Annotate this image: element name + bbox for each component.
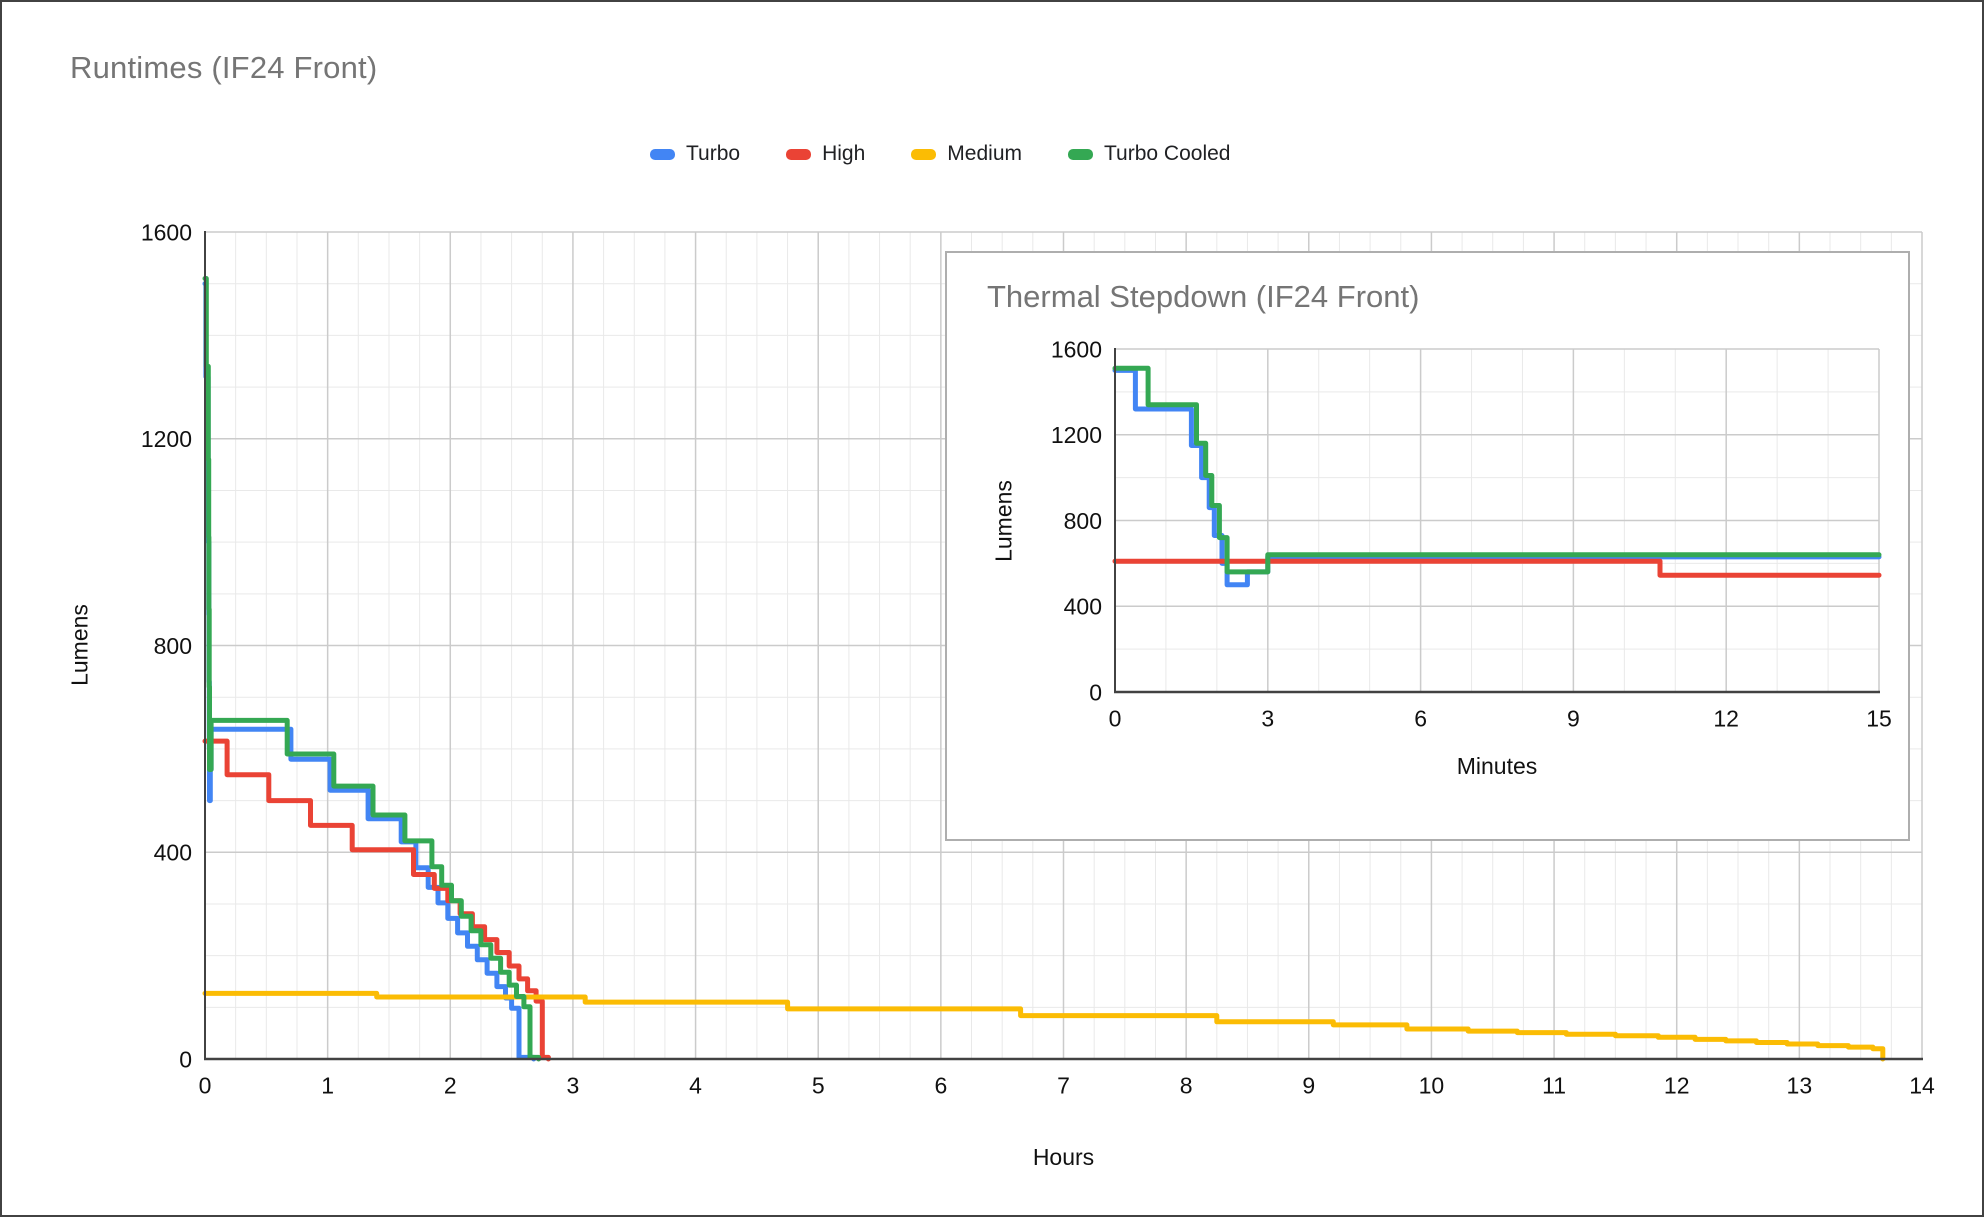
main-y-axis-title: Lumens — [66, 604, 93, 686]
legend: Turbo High Medium Turbo Cooled — [650, 142, 1230, 166]
y-tick-label: 0 — [179, 1046, 192, 1072]
x-tick-label: 12 — [1713, 706, 1739, 732]
x-tick-label: 4 — [689, 1073, 702, 1099]
legend-label-turbo-cooled: Turbo Cooled — [1104, 142, 1231, 165]
tick-labels: 0 3 6 9 12 15 0 400 800 1200 1600 — [1051, 336, 1892, 731]
x-tick-label: 9 — [1302, 1073, 1315, 1099]
x-tick-label: 9 — [1567, 706, 1580, 732]
series-line-high — [202, 738, 551, 1062]
x-tick-label: 3 — [567, 1073, 580, 1099]
x-tick-label: 15 — [1866, 706, 1892, 732]
legend-label-turbo: Turbo — [686, 142, 741, 165]
x-tick-label: 13 — [1787, 1073, 1813, 1099]
series-line-turbo-cooled — [202, 276, 542, 1062]
axes — [1114, 348, 1880, 694]
x-tick-label: 12 — [1664, 1073, 1690, 1099]
y-tick-label: 1200 — [141, 426, 192, 452]
legend-item-medium: Medium — [911, 142, 1022, 166]
y-tick-label: 1200 — [1051, 422, 1102, 448]
series-lines — [202, 276, 1886, 1062]
inset-y-axis-title: Lumens — [990, 480, 1017, 562]
x-tick-label: 6 — [934, 1073, 947, 1099]
y-tick-label: 1600 — [141, 219, 192, 245]
legend-marker-turbo — [650, 148, 675, 160]
y-tick-label: 400 — [154, 840, 192, 866]
x-tick-label: 5 — [812, 1073, 825, 1099]
x-tick-label: 7 — [1057, 1073, 1070, 1099]
legend-label-high: High — [822, 142, 866, 165]
legend-marker-turbo-cooled — [1068, 148, 1093, 160]
x-tick-label: 1 — [321, 1073, 334, 1099]
legend-label-medium: Medium — [947, 142, 1022, 165]
y-tick-label: 400 — [1064, 594, 1102, 620]
y-tick-label: 800 — [154, 633, 192, 659]
y-tick-label: 800 — [1064, 508, 1102, 534]
inset-panel: Thermal Stepdown (IF24 Front) 0 3 6 9 12 15 0 4… — [945, 251, 1910, 841]
series-line-high — [1112, 558, 1882, 578]
x-tick-label: 8 — [1180, 1073, 1193, 1099]
series-line-turbo-cooled — [1112, 365, 1882, 575]
x-tick-label: 14 — [1909, 1073, 1935, 1099]
main-chart-title: Runtimes (IF24 Front) — [70, 50, 378, 85]
x-tick-label: 11 — [1542, 1073, 1566, 1099]
y-tick-label: 0 — [1089, 679, 1102, 705]
series-line-medium — [202, 990, 1886, 1062]
x-tick-label: 10 — [1419, 1073, 1445, 1099]
legend-item-high: High — [786, 142, 865, 166]
legend-item-turbo-cooled: Turbo Cooled — [1068, 142, 1230, 166]
y-tick-label: 1600 — [1051, 336, 1102, 362]
axes — [204, 231, 1923, 1061]
series-lines — [1112, 365, 1882, 588]
inset-x-axis-title: Minutes — [1456, 753, 1538, 779]
legend-item-turbo: Turbo — [650, 142, 740, 166]
main-x-axis-title: Hours — [1032, 1144, 1095, 1170]
legend-marker-high — [786, 148, 812, 160]
x-tick-label: 0 — [199, 1073, 212, 1099]
x-tick-label: 3 — [1261, 706, 1274, 732]
inset-chart-title: Thermal Stepdown (IF24 Front) — [987, 279, 1420, 314]
major-gridlines — [1114, 348, 1880, 693]
x-tick-label: 6 — [1414, 706, 1427, 732]
x-tick-label: 0 — [1109, 706, 1122, 732]
inset-chart-svg: 0 3 6 9 12 15 0 400 800 1200 1600 — [1051, 336, 1892, 731]
x-tick-label: 2 — [444, 1073, 457, 1099]
legend-marker-medium — [911, 148, 937, 160]
